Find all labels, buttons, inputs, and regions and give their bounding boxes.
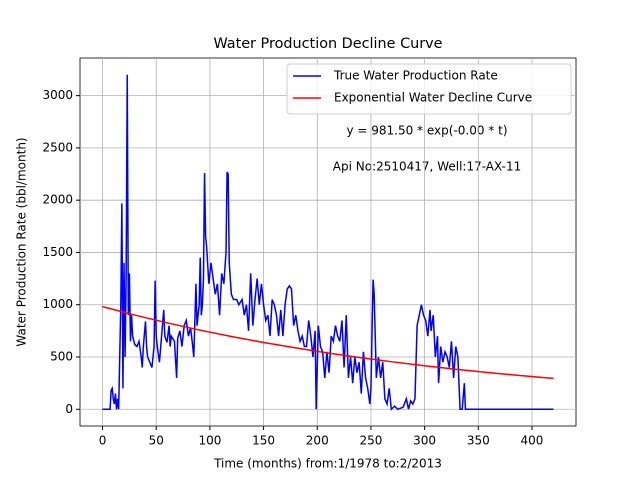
y-tick-label: 500	[50, 350, 73, 364]
legend-label: Exponential Water Decline Curve	[334, 91, 532, 105]
legend-label: True Water Production Rate	[333, 69, 498, 83]
x-tick-label: 350	[467, 434, 490, 448]
x-tick-label: 0	[99, 434, 107, 448]
x-tick-label: 200	[306, 434, 329, 448]
y-tick-label: 1000	[42, 297, 73, 311]
plot-frame	[79, 57, 577, 427]
x-tick-label: 100	[198, 434, 221, 448]
chart-title: Water Production Decline Curve	[213, 36, 442, 52]
x-tick-label: 150	[252, 434, 275, 448]
legend: True Water Production Rate Exponential Wa…	[286, 63, 572, 115]
annotation: Api No:2510417, Well:17-AX-11	[333, 160, 521, 174]
y-tick-label: 0	[65, 402, 73, 416]
series-line	[102, 74, 554, 411]
series-line	[102, 305, 554, 380]
annotation: y = 981.50 * exp(-0.00 * t)	[346, 124, 507, 138]
x-axis-label: Time (months) from:1/1978 to:2/2013	[213, 457, 442, 471]
y-tick-label: 2000	[42, 193, 73, 207]
y-tick-label: 3000	[42, 88, 73, 102]
x-tick-label: 250	[359, 434, 382, 448]
y-tick-label: 1500	[42, 245, 73, 259]
x-tick-label: 50	[149, 434, 164, 448]
x-tick-label: 400	[521, 434, 544, 448]
y-axis-label: Water Production Rate (bbl/month)	[15, 137, 29, 346]
x-tick-label: 300	[413, 434, 436, 448]
y-tick-label: 2500	[42, 140, 73, 154]
legend-box	[286, 63, 572, 115]
